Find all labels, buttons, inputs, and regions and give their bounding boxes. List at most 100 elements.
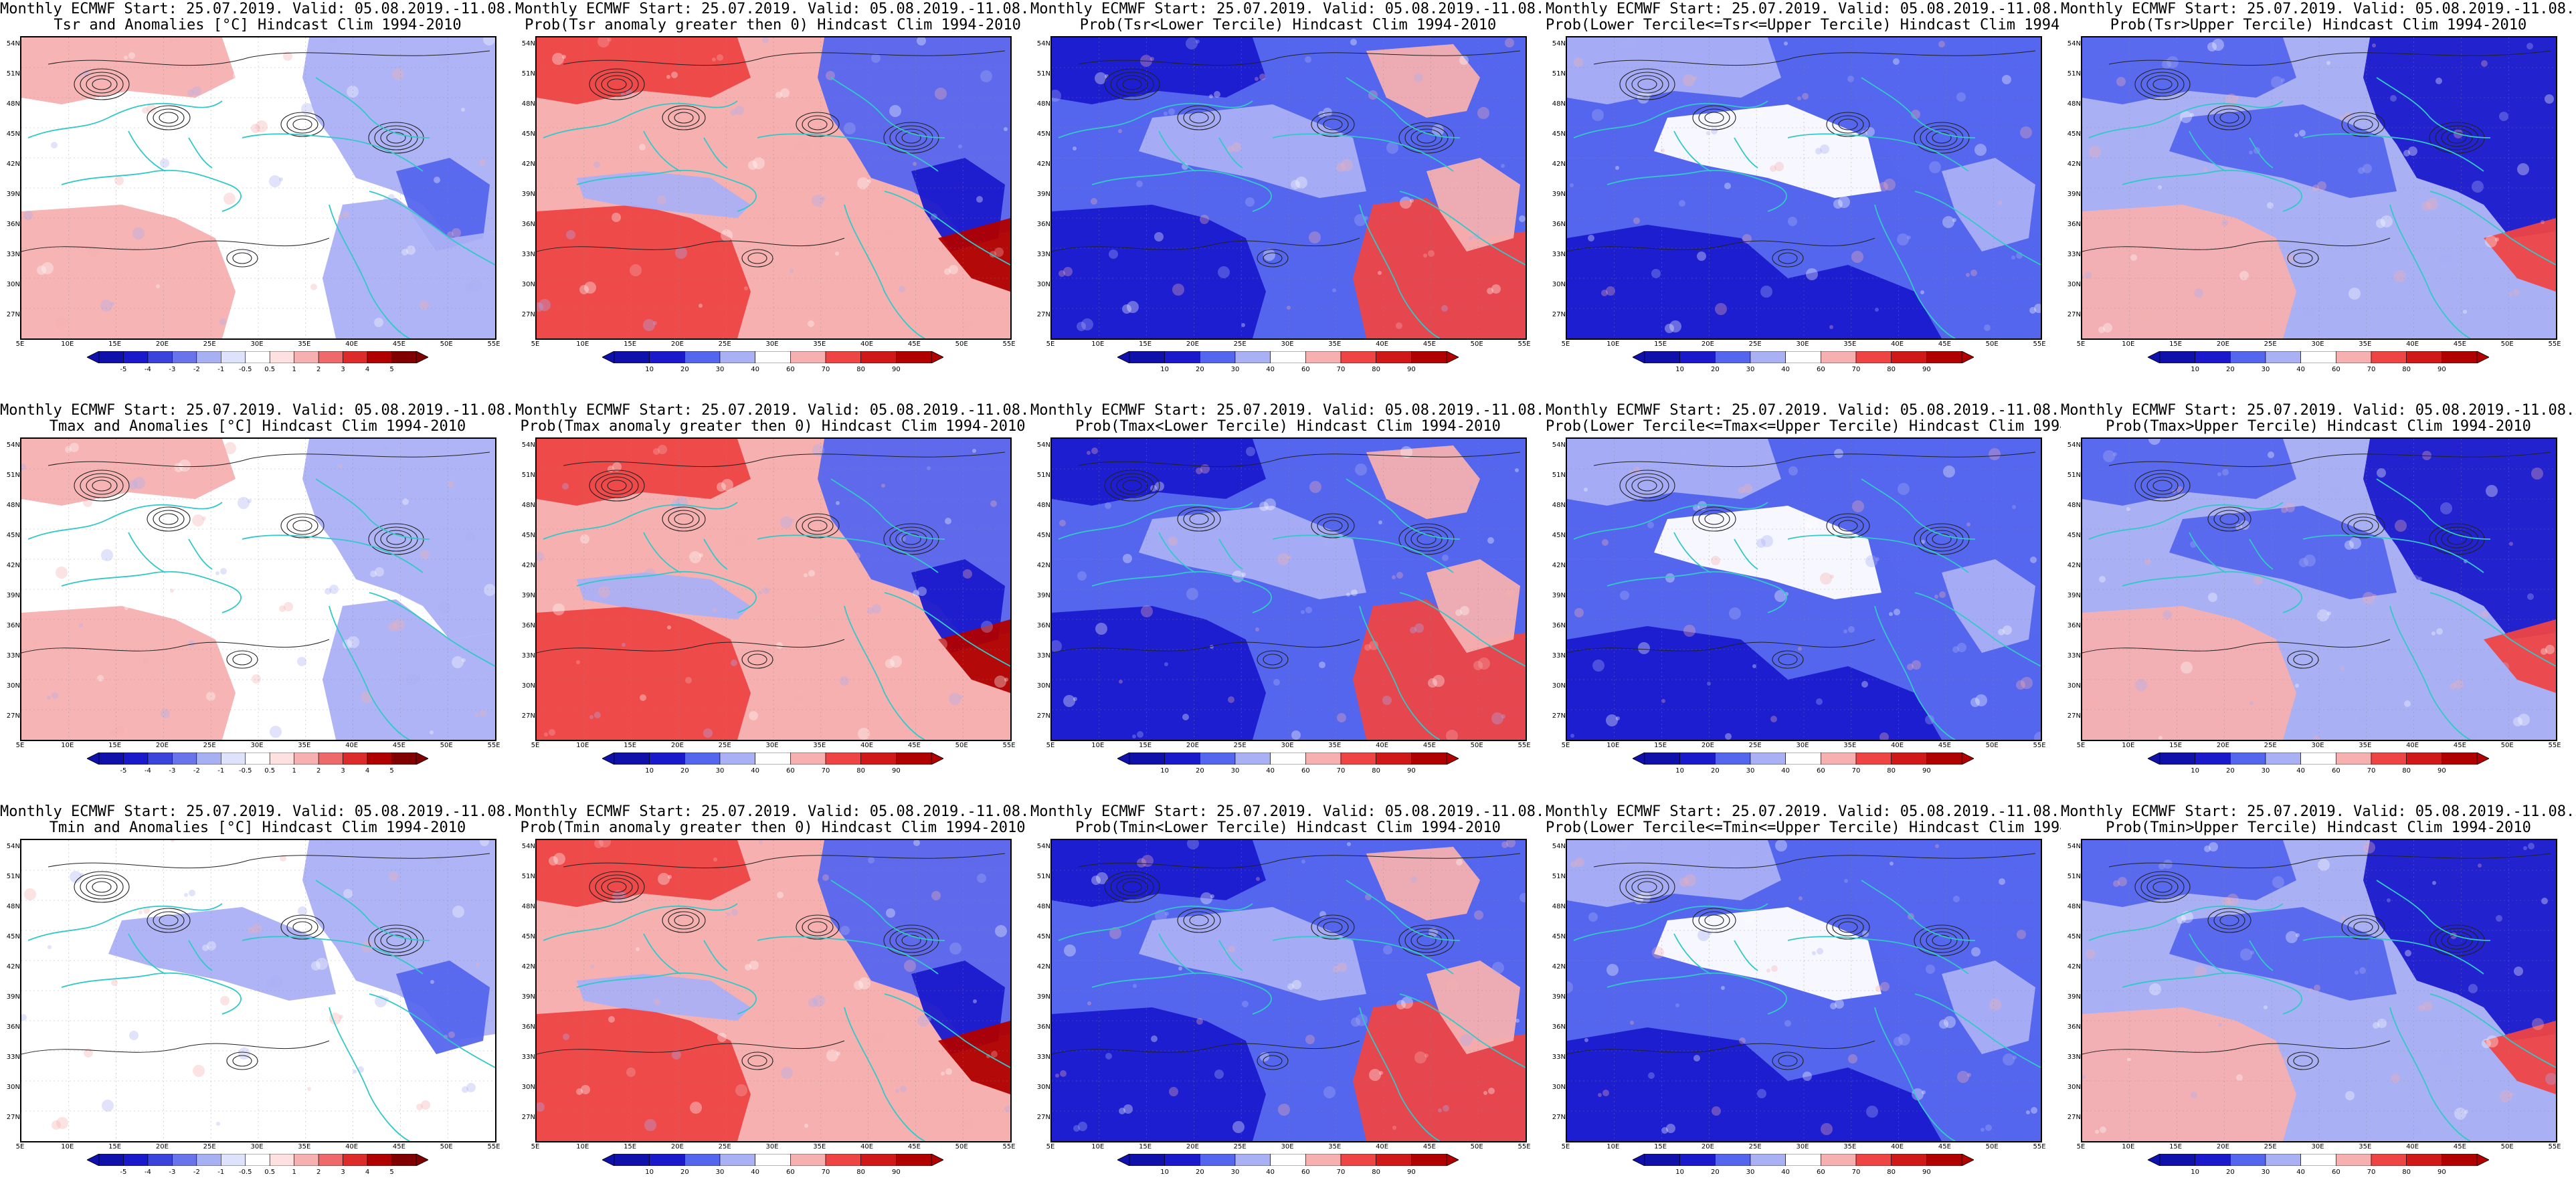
texture-blob [2405,950,2411,957]
colorbar-tick-label: 70 [821,366,830,373]
texture-blob [889,105,901,117]
longitude-label: 40E [2406,742,2419,749]
longitude-label: 15E [624,1143,637,1150]
texture-blob [1400,446,1412,458]
colorbar-tick-label: 90 [891,767,901,775]
texture-blob [2117,627,2126,637]
longitude-label: 25E [1748,1143,1762,1150]
texture-blob [1820,144,1829,154]
colorbar-tick-label: -5 [120,1169,127,1176]
contour-line [1263,1055,1283,1067]
colorbar-swatch [147,752,173,765]
texture-blob [1829,325,1833,329]
texture-blob [913,840,920,846]
longitude-label: 25E [1233,742,1247,749]
contour-line [1189,914,1209,926]
texture-blob [2391,1074,2400,1083]
latitude-label: 33N [6,1054,20,1061]
shaded-region [21,606,236,740]
map-panel: Monthly ECMWF Start: 25.07.2019. Valid: … [515,803,1030,1204]
contour-line [607,881,627,893]
texture-blob [2541,898,2548,904]
colorbar-swatch [1411,351,1447,363]
longitude-label: 30E [2311,340,2324,348]
latitude-label: 48N [1036,100,1050,108]
texture-blob [147,532,159,544]
texture-blob [2281,506,2288,513]
texture-blob [1615,166,1619,170]
texture-blob [1865,555,1877,567]
contour-line [159,112,179,124]
contour-line [1177,105,1221,130]
shaded-region [1353,599,1526,740]
latitude-label: 36N [1552,221,1566,228]
contour-line [1263,654,1283,666]
texture-blob [371,1121,377,1128]
colorbar-swatch [1715,1154,1751,1166]
texture-blob [1989,448,2001,460]
texture-blob [297,657,306,666]
texture-blob [1648,1072,1655,1079]
latitude-label: 51N [2067,472,2081,479]
colorbar-swatch [2300,1154,2336,1166]
contour-line [1838,520,1858,532]
colorbar-swatch [860,351,897,363]
colorbar-swatch [1821,351,1857,363]
texture-blob [102,1100,114,1112]
texture-blob [767,462,779,474]
texture-blob [2381,215,2393,227]
texture-blob [2486,485,2498,497]
texture-blob [175,1013,184,1023]
texture-blob [1957,643,1966,652]
shaded-region [396,158,490,252]
shaded-region [938,218,1010,292]
colorbar-tick-label: 70 [821,767,830,775]
texture-blob [1729,607,1741,619]
texture-blob [388,622,397,631]
contour-line [1257,1051,1289,1070]
latitude-label: 30N [6,281,20,288]
longitude-label: 45E [907,1143,921,1150]
texture-blob [1911,110,1920,119]
texture-blob [128,480,138,490]
latitude-label: 33N [521,1054,535,1061]
texture-blob [462,658,466,662]
colorbar-tick-label: 60 [786,366,795,373]
colorbar-tick-label: -5 [120,366,127,373]
contour-line [2152,881,2173,893]
latitude-label: 33N [6,251,20,258]
contour-line [292,520,312,532]
longitude-label: 35E [1328,340,1342,348]
texture-blob [1838,196,1850,208]
texture-blob [1894,1037,1903,1046]
texture-blob [826,71,835,80]
colorbar-swatch [98,752,124,765]
colorbar-tick-label: 30 [1230,767,1240,775]
texture-blob [1478,658,1490,670]
contour-line [1692,908,1736,933]
texture-blob [2095,1130,2099,1134]
contour-line [1311,513,1355,538]
colorbar-swatch [825,752,861,765]
colorbar-swatch [318,351,343,363]
texture-blob [2358,167,2365,174]
longitude-label: 15E [1654,1143,1667,1150]
texture-blob [452,228,461,237]
colorbar-tick-label: 60 [786,767,795,775]
texture-blob [666,75,670,79]
colorbar-swatch [1340,752,1376,765]
colorbar-tick-label: 80 [1887,767,1896,775]
texture-blob [2240,948,2252,961]
texture-blob [1186,588,1198,600]
map-area [1050,437,1527,741]
texture-blob [343,889,353,898]
contour-line [2353,118,2373,130]
texture-blob [871,54,881,63]
map-area [1566,839,2042,1142]
texture-blob [2296,933,2300,937]
longitude-label: 25E [2264,340,2277,348]
texture-blob [2011,256,2015,260]
contour-line [1631,878,1663,896]
texture-blob [234,623,240,629]
texture-blob [790,518,794,522]
